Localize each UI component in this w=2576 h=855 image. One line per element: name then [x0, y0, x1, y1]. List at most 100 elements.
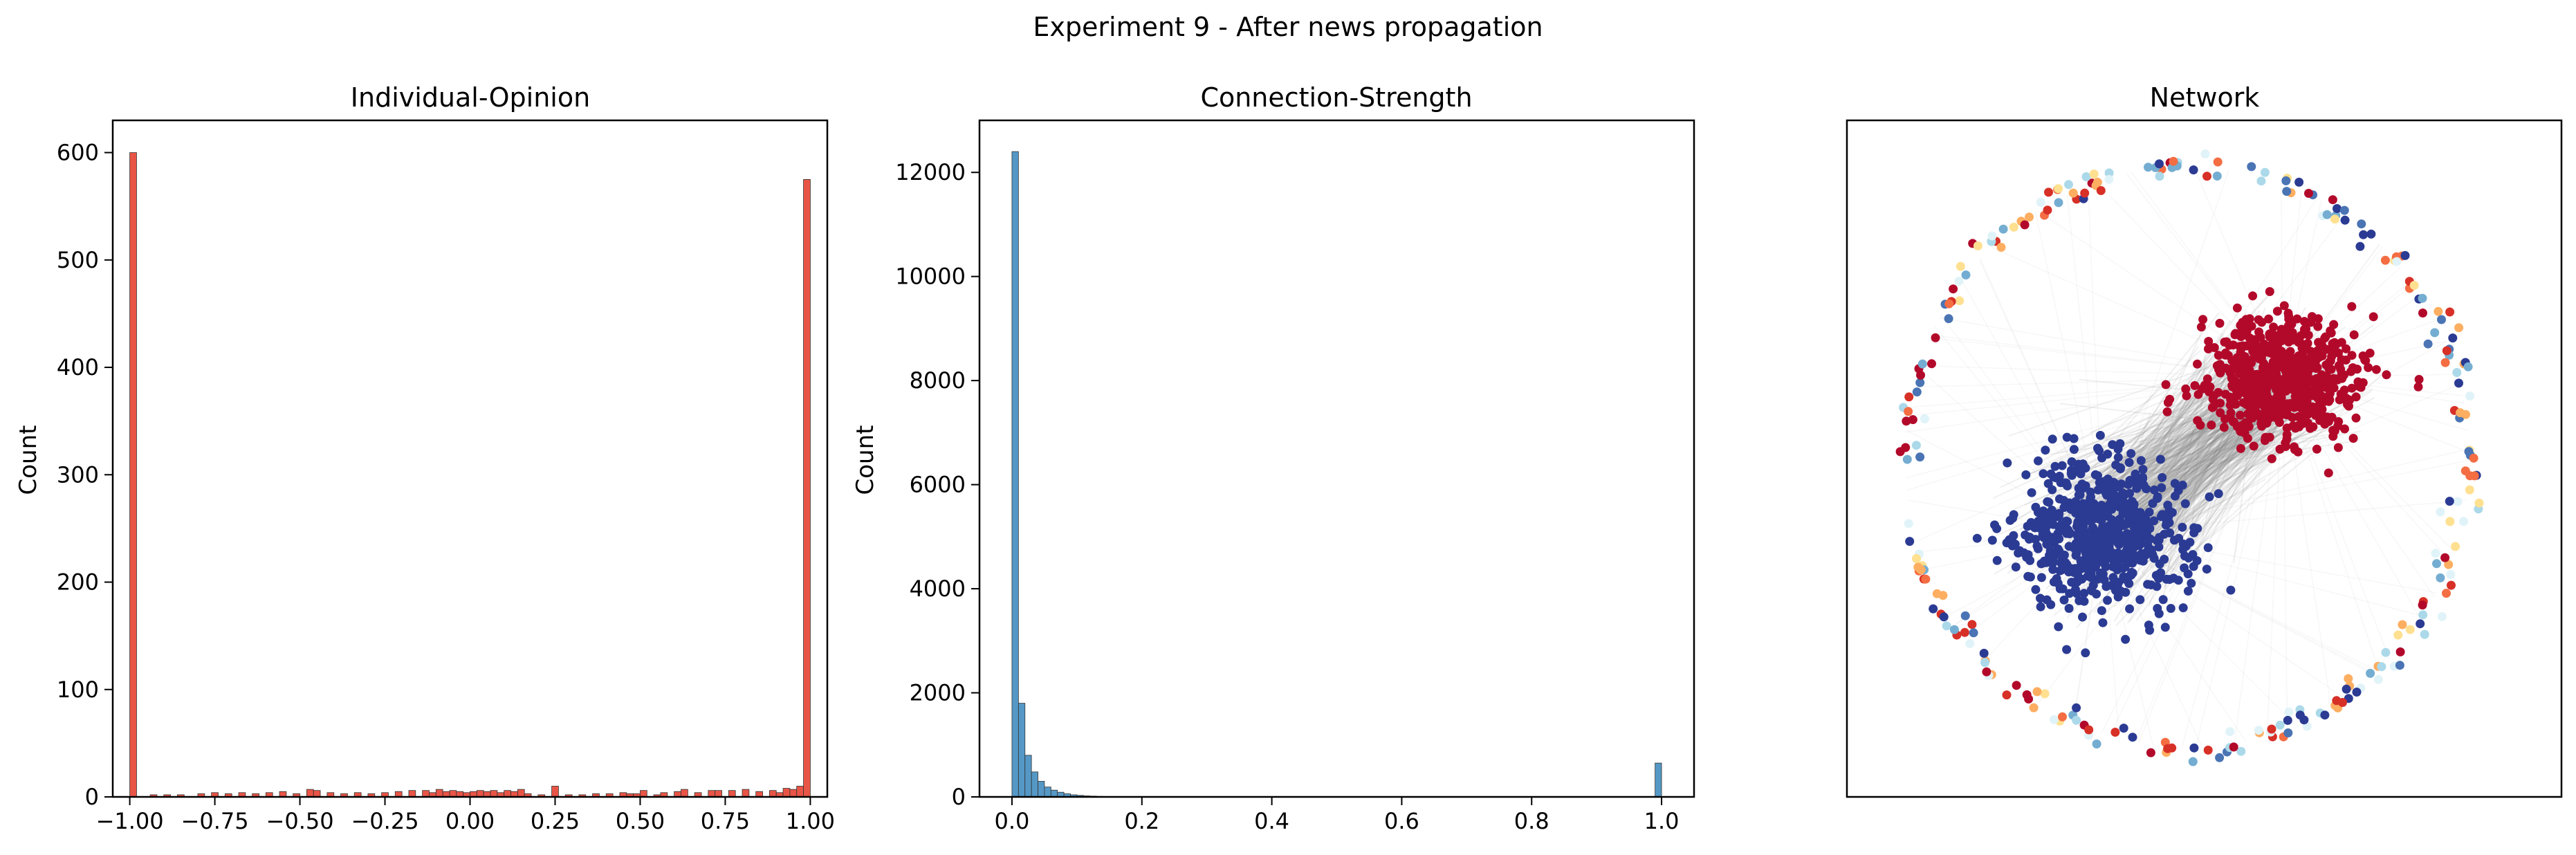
opinion-histogram-title: Individual-Opinion: [351, 82, 590, 113]
network-node: [2202, 172, 2211, 181]
network-node: [2214, 387, 2223, 397]
strength-histogram-panel: Connection-Strength Count 0.0 0.2 0.4 0.6 0.…: [852, 82, 1695, 834]
network-node: [2066, 469, 2076, 478]
network-node: [2181, 384, 2191, 394]
network-node: [2099, 575, 2109, 585]
network-node: [2072, 703, 2081, 712]
network-node: [2242, 326, 2252, 335]
network-node: [2200, 149, 2210, 158]
network-node: [2423, 339, 2433, 349]
network-node: [2101, 480, 2111, 490]
network-node: [2061, 516, 2071, 526]
network-node: [2204, 344, 2213, 353]
network-node: [2054, 622, 2063, 632]
network-edge: [2115, 419, 2313, 627]
network-node: [2352, 688, 2362, 697]
network-node: [2413, 382, 2423, 392]
network-node: [1949, 284, 1958, 294]
network-node: [2234, 365, 2243, 375]
network-node: [1939, 612, 1949, 622]
network-node: [1969, 628, 1978, 638]
network-node: [1973, 241, 1982, 250]
network-node: [2212, 172, 2222, 181]
network-node: [2081, 481, 2090, 490]
network-node: [2284, 366, 2294, 376]
network-edge: [2128, 412, 2220, 525]
network-negative-cluster: [1972, 430, 2236, 658]
network-node: [2258, 344, 2268, 353]
network-node: [2036, 197, 2045, 207]
network-node: [2048, 485, 2057, 495]
network-node: [2237, 378, 2247, 387]
network-node: [2365, 349, 2375, 358]
opinion-histogram-bar: [313, 790, 321, 798]
network-node: [2062, 432, 2072, 442]
opinion-histogram-bar: [681, 789, 688, 798]
network-node: [2025, 572, 2035, 582]
network-node: [2243, 418, 2253, 428]
network-node: [2193, 416, 2202, 425]
network-node: [2108, 535, 2118, 545]
strength-histogram-xtick-label: 0.0: [995, 808, 1030, 834]
network-node: [1916, 565, 1926, 575]
network-node: [2055, 566, 2065, 576]
opinion-histogram-xtick-label: −1.00: [96, 808, 164, 834]
network-node: [2324, 358, 2334, 367]
opinion-histogram-bar: [422, 790, 430, 798]
network-node: [2431, 549, 2440, 558]
network-node: [2295, 710, 2305, 720]
network-node: [2043, 205, 2052, 215]
network-node: [2205, 387, 2214, 396]
network-node: [2197, 384, 2207, 394]
network-node: [1955, 296, 1965, 306]
network-node: [2157, 483, 2166, 493]
network-node: [2333, 421, 2343, 431]
opinion-histogram-bar: [789, 789, 798, 798]
network-node: [2465, 485, 2474, 495]
network-node: [2207, 421, 2216, 430]
network-node: [2261, 375, 2271, 385]
network-node: [2084, 725, 2094, 735]
network-node: [2072, 589, 2081, 598]
network-node: [2020, 220, 2030, 230]
network-node: [2025, 555, 2035, 565]
network-node: [2008, 513, 2018, 523]
network-node: [2254, 354, 2264, 364]
network-node: [2463, 362, 2473, 371]
opinion-histogram-bar: [504, 790, 511, 798]
network-node: [2279, 301, 2289, 311]
network-ring-nodes: [1895, 149, 2484, 766]
network-node: [2269, 398, 2279, 407]
opinion-histogram-ytick-label: 600: [57, 140, 99, 166]
network-node: [2334, 361, 2344, 371]
opinion-histogram-bar: [782, 788, 791, 798]
network-node: [2283, 728, 2293, 737]
network-node: [2273, 340, 2283, 350]
network-node: [2254, 726, 2263, 735]
network-node: [2282, 423, 2292, 433]
network-node: [2025, 212, 2034, 222]
network-node: [2064, 567, 2074, 577]
network-node: [2436, 507, 2445, 517]
network-edge: [2075, 406, 2273, 607]
network-node: [1982, 667, 1991, 677]
network-node: [2128, 569, 2137, 578]
network-node: [2282, 410, 2292, 419]
network-node: [2054, 198, 2063, 208]
network-node: [2366, 229, 2376, 239]
network-node: [2068, 188, 2078, 198]
network-node: [2095, 430, 2105, 440]
network-node: [2312, 444, 2321, 454]
network-node: [2434, 306, 2443, 316]
network-node: [2213, 157, 2223, 167]
strength-histogram-xtick-label: 1.0: [1644, 808, 1680, 834]
network-node: [2257, 318, 2267, 327]
network-node: [2178, 545, 2188, 554]
network-node: [2057, 461, 2067, 470]
network-node: [2309, 405, 2319, 414]
network-node: [2260, 167, 2270, 177]
network-node: [2202, 564, 2211, 574]
network-node: [2373, 674, 2383, 684]
strength-histogram-ytick-label: 8000: [910, 367, 966, 394]
network-node: [2474, 498, 2484, 508]
